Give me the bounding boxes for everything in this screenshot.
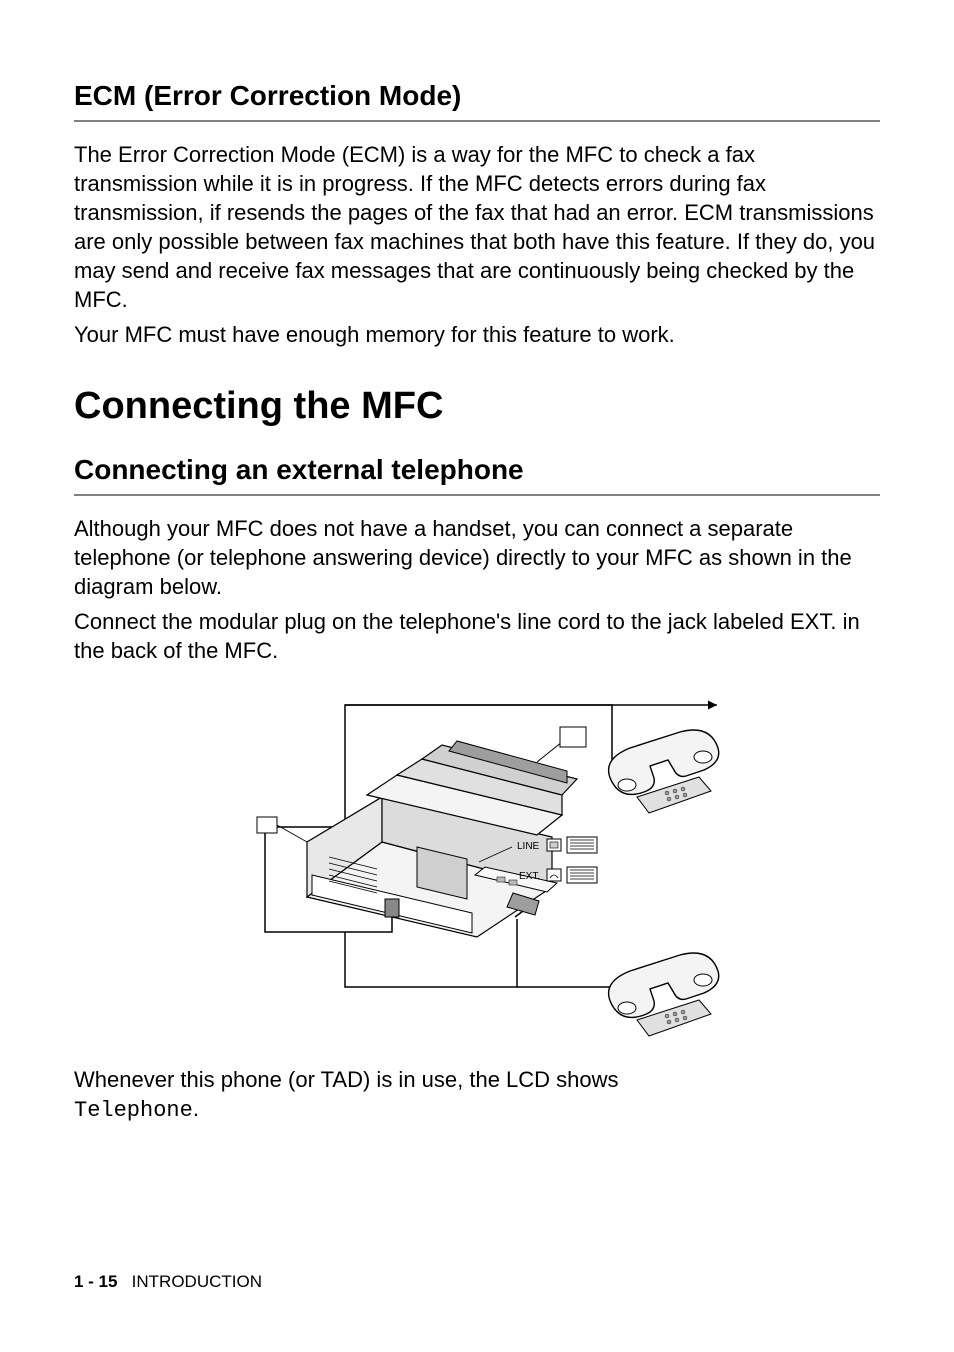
footer-page-number: 1 - 15 [74, 1272, 117, 1291]
ext-label: EXT. [519, 871, 540, 882]
page-footer: 1 - 15 INTRODUCTION [74, 1272, 262, 1292]
section-heading-external-phone: Connecting an external telephone [74, 454, 880, 496]
post-diagram-text: Whenever this phone (or TAD) is in use, … [74, 1067, 619, 1092]
paragraph-ecm-1: The Error Correction Mode (ECM) is a way… [74, 140, 880, 314]
paragraph-ext-1: Although your MFC does not have a handse… [74, 514, 880, 601]
connection-diagram: LINE EXT. [217, 687, 737, 1047]
telephone-bottom [609, 953, 719, 1036]
paragraph-ecm-2: Your MFC must have enough memory for thi… [74, 320, 880, 349]
section-heading-ecm: ECM (Error Correction Mode) [74, 80, 880, 122]
diagram-container: LINE EXT. [74, 687, 880, 1047]
main-heading-connecting: Connecting the MFC [74, 385, 880, 428]
post-diagram-period: . [193, 1096, 199, 1121]
paragraph-ext-2: Connect the modular plug on the telephon… [74, 607, 880, 665]
footer-section-name: INTRODUCTION [132, 1272, 262, 1291]
lcd-text-mono: Telephone [74, 1098, 193, 1123]
paragraph-post-diagram: Whenever this phone (or TAD) is in use, … [74, 1065, 880, 1125]
telephone-top [609, 730, 719, 813]
line-label: LINE [517, 841, 540, 852]
document-page: ECM (Error Correction Mode) The Error Co… [0, 0, 954, 1352]
